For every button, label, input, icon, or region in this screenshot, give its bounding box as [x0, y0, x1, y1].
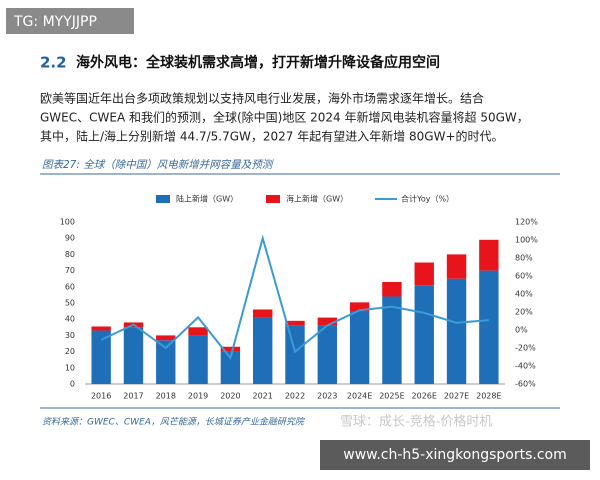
x-tick-label: 2018	[156, 392, 176, 401]
bar	[382, 281, 402, 297]
y2-tick-label: -20%	[515, 344, 536, 353]
heading-number: 2.2	[40, 54, 67, 72]
x-tick-label: 2019	[188, 392, 208, 401]
bar	[479, 239, 499, 271]
line	[100, 234, 489, 361]
x-tick-label: 2027E	[444, 392, 469, 401]
y2-tick-label: -40%	[515, 362, 536, 371]
paragraph-line: 欧美等国近年出台多项政策规划以支持风电行业发展，海外市场需求逐年增长。结合	[40, 91, 484, 106]
bar	[91, 326, 111, 331]
bar	[382, 296, 402, 384]
watermark-box	[6, 8, 134, 34]
source: 资料来源：GWEC、CWEA，风芒能源，长城证券产业金融研究院	[42, 417, 306, 428]
watermark-url: www.ch-h5-xingkongsports.com	[343, 447, 566, 463]
x-tick-label: 2016	[91, 392, 111, 401]
y-tick-label: 0	[70, 380, 75, 389]
x-tick-label: 2020	[220, 392, 240, 401]
bar	[188, 327, 208, 336]
bar	[188, 335, 208, 384]
y-tick-label: 90	[65, 234, 75, 243]
legend-label: 陆上新增（GW）	[176, 194, 238, 204]
y2-tick-label: -60%	[515, 380, 536, 389]
y2-tick-label: 120%	[515, 218, 538, 227]
y-tick-label: 20	[65, 347, 75, 356]
bar	[253, 309, 273, 318]
bar	[156, 335, 176, 341]
y-tick-label: 30	[65, 331, 75, 340]
heading-text: 海外风电：全球装机需求高增，打开新增升降设备应用空间	[76, 54, 440, 71]
bar	[220, 346, 241, 352]
y-tick-label: 10	[65, 363, 75, 372]
y2-tick-label: 60%	[515, 272, 533, 281]
paragraph-line: 其中，陆上/海上分别新增 44.7/5.7GW，2027 年起有望进入年新增 8…	[40, 129, 504, 144]
legend-swatch	[266, 195, 280, 203]
chart-title: 图表27: 全球（除中国）风电新增并网容量及预测	[42, 159, 274, 171]
bar	[349, 311, 370, 384]
bar	[317, 317, 337, 326]
x-tick-label: 2021	[253, 392, 273, 401]
watermark-xueqiu: 雪球：成长-竞格-价格时机	[340, 414, 492, 430]
bar	[349, 302, 370, 312]
bar	[91, 330, 111, 384]
x-tick-label: 2026E	[412, 392, 437, 401]
paragraph-line: GWEC、CWEA 和我们的预测，全球(除中国)地区 2024 年新增风电装机容…	[40, 110, 529, 125]
bar	[220, 351, 241, 384]
bar	[285, 325, 305, 384]
y2-tick-label: 40%	[515, 290, 533, 299]
x-tick-label: 2028E	[476, 392, 501, 401]
bar	[156, 340, 176, 384]
bar	[446, 254, 467, 279]
y2-tick-label: 80%	[515, 254, 533, 263]
watermark-top: TG: MYYJJPP	[13, 14, 97, 30]
x-tick-label: 2023	[317, 392, 337, 401]
legend-label: 合计Yoy（%）	[401, 194, 454, 204]
bar	[285, 320, 305, 326]
bar	[414, 262, 434, 286]
legend-swatch	[156, 195, 170, 203]
y-tick-label: 60	[65, 282, 75, 291]
y-tick-label: 70	[65, 266, 75, 275]
y2-tick-label: 0%	[515, 326, 528, 335]
bar	[446, 278, 467, 384]
y-tick-label: 50	[65, 299, 75, 308]
bar	[317, 325, 337, 384]
x-tick-label: 2022	[285, 392, 305, 401]
y-tick-label: 80	[65, 250, 75, 259]
y-tick-label: 100	[60, 218, 75, 227]
bar	[253, 317, 273, 384]
x-tick-label: 2024E	[347, 392, 372, 401]
x-tick-label: 2017	[123, 392, 143, 401]
x-tick-label: 2025E	[379, 392, 404, 401]
legend-label: 海上新增（GW）	[286, 194, 348, 204]
bar	[479, 270, 499, 384]
watermark-url-box	[320, 440, 590, 470]
bar	[123, 327, 144, 384]
y-tick-label: 40	[65, 315, 75, 324]
y2-tick-label: 100%	[515, 236, 538, 245]
y2-tick-label: 20%	[515, 308, 533, 317]
bar	[414, 285, 434, 384]
